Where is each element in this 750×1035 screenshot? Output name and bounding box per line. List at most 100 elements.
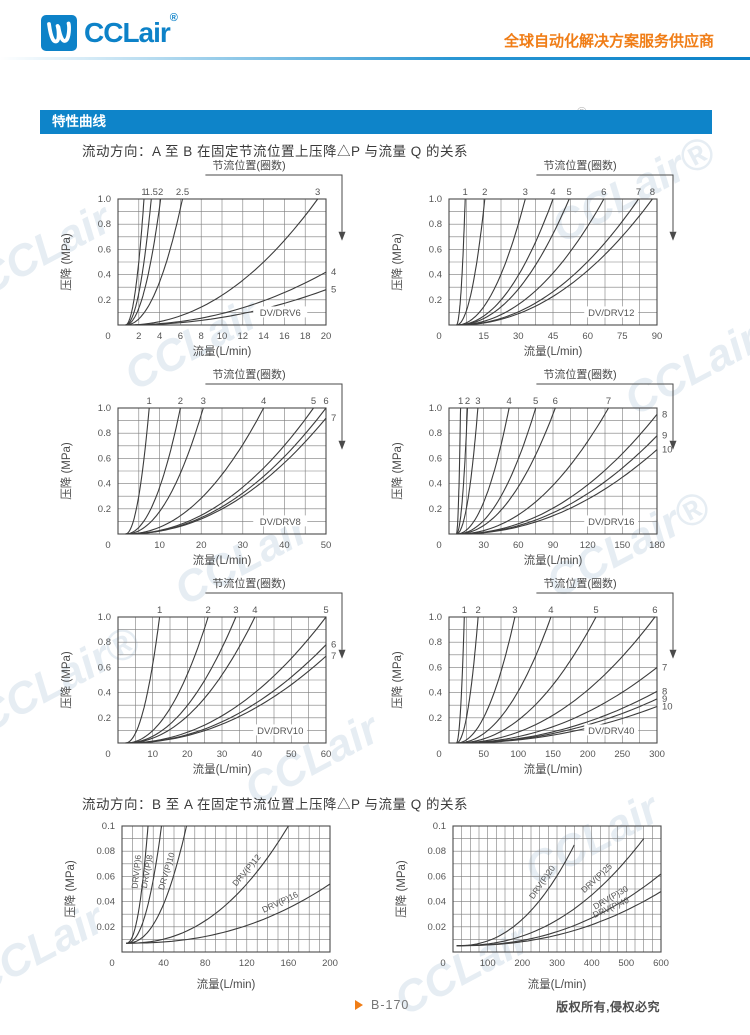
svg-text:1.0: 1.0 [429, 403, 442, 414]
svg-text:DRV(P)16: DRV(P)16 [260, 889, 299, 914]
svg-text:3: 3 [233, 605, 238, 616]
svg-text:40: 40 [251, 749, 262, 760]
svg-text:1: 1 [147, 396, 152, 407]
svg-text:7: 7 [331, 651, 336, 662]
svg-text:40: 40 [158, 958, 169, 969]
svg-text:16: 16 [279, 331, 290, 342]
svg-text:0.8: 0.8 [98, 637, 111, 648]
svg-text:50: 50 [286, 749, 297, 760]
svg-text:2: 2 [178, 396, 183, 407]
svg-text:14: 14 [258, 331, 269, 342]
section-title: 特性曲线 [52, 114, 106, 129]
svg-text:DV/DRV10: DV/DRV10 [257, 726, 303, 737]
svg-text:0.2: 0.2 [98, 504, 111, 515]
svg-text:0.2: 0.2 [429, 295, 442, 306]
svg-text:250: 250 [614, 749, 630, 760]
logo-registered-mark: ® [169, 12, 178, 24]
svg-text:0.8: 0.8 [98, 428, 111, 439]
svg-text:压降 (MPa): 压降 (MPa) [59, 233, 73, 291]
svg-text:0.2: 0.2 [98, 295, 111, 306]
svg-text:DV/DRV16: DV/DRV16 [588, 517, 634, 528]
svg-text:10: 10 [217, 331, 228, 342]
page-marker-icon [355, 1000, 363, 1010]
svg-text:5: 5 [331, 285, 336, 296]
svg-text:6: 6 [323, 396, 328, 407]
svg-text:0: 0 [436, 749, 441, 760]
svg-text:0.2: 0.2 [429, 713, 442, 724]
svg-text:1.0: 1.0 [429, 612, 442, 623]
svg-text:0.08: 0.08 [97, 846, 116, 857]
chart-dv-drv6: 0 2 4 6 8 10 12 14 16 18 20 0.2 0.4 0.6 0.8 1.0 流量(L/min… [56, 155, 381, 364]
svg-text:0.02: 0.02 [428, 922, 447, 933]
svg-text:5: 5 [323, 605, 328, 616]
svg-text:0: 0 [440, 958, 445, 969]
svg-text:压降 (MPa): 压降 (MPa) [390, 442, 404, 500]
svg-text:4: 4 [506, 396, 511, 407]
svg-text:流量(L/min): 流量(L/min) [528, 977, 587, 991]
svg-text:0.4: 0.4 [98, 688, 111, 699]
svg-text:20: 20 [321, 331, 332, 342]
svg-text:流量(L/min): 流量(L/min) [524, 553, 583, 567]
svg-text:50: 50 [321, 540, 332, 551]
svg-text:200: 200 [514, 958, 530, 969]
header-divider [0, 57, 750, 60]
svg-text:80: 80 [200, 958, 211, 969]
svg-text:0.8: 0.8 [429, 428, 442, 439]
svg-text:6: 6 [331, 640, 336, 651]
svg-text:8: 8 [199, 331, 204, 342]
svg-text:300: 300 [649, 749, 665, 760]
svg-text:0.8: 0.8 [429, 219, 442, 230]
svg-text:0: 0 [105, 331, 110, 342]
svg-text:3: 3 [475, 396, 480, 407]
svg-text:5: 5 [533, 396, 538, 407]
svg-text:7: 7 [662, 662, 667, 673]
charts-row-1: 0 2 4 6 8 10 12 14 16 18 20 0.2 0.4 0.6 0.8 1.0 流量(L/min… [56, 155, 712, 364]
svg-text:0.8: 0.8 [98, 219, 111, 230]
svg-text:1.0: 1.0 [98, 403, 111, 414]
svg-text:1: 1 [463, 187, 468, 198]
header: CCLair ® [40, 12, 178, 57]
svg-text:0.4: 0.4 [429, 270, 442, 281]
svg-text:300: 300 [549, 958, 565, 969]
svg-text:0: 0 [105, 749, 110, 760]
svg-text:0.4: 0.4 [98, 270, 111, 281]
svg-text:60: 60 [582, 331, 593, 342]
svg-text:10: 10 [662, 702, 673, 713]
svg-text:30: 30 [513, 331, 524, 342]
svg-text:1: 1 [157, 605, 162, 616]
svg-text:2: 2 [205, 605, 210, 616]
svg-text:0.2: 0.2 [429, 504, 442, 515]
svg-text:4: 4 [157, 331, 162, 342]
svg-text:0.1: 0.1 [102, 821, 115, 832]
svg-text:90: 90 [548, 540, 559, 551]
svg-text:3: 3 [201, 396, 206, 407]
svg-text:流量(L/min): 流量(L/min) [193, 762, 252, 776]
svg-text:0: 0 [436, 540, 441, 551]
svg-text:1: 1 [141, 187, 146, 198]
svg-text:9: 9 [662, 694, 667, 705]
cclair-logo-text: CCLair [84, 17, 171, 48]
svg-text:0.1: 0.1 [433, 821, 446, 832]
svg-text:200: 200 [322, 958, 338, 969]
svg-text:50: 50 [478, 749, 489, 760]
svg-text:0.02: 0.02 [97, 922, 116, 933]
flow-direction-heading-a-to-b: 流动方向：A 至 B 在固定节流位置上压降△P 与流量 Q 的关系 [82, 144, 469, 159]
svg-text:压降 (MPa): 压降 (MPa) [394, 860, 408, 918]
svg-text:8: 8 [650, 187, 655, 198]
svg-text:40: 40 [279, 540, 290, 551]
svg-text:压降 (MPa): 压降 (MPa) [59, 442, 73, 500]
svg-text:节流位置(圈数): 节流位置(圈数) [212, 576, 285, 590]
svg-text:2: 2 [158, 187, 163, 198]
svg-text:2: 2 [465, 396, 470, 407]
svg-text:1.0: 1.0 [98, 194, 111, 205]
svg-text:180: 180 [649, 540, 665, 551]
svg-text:5: 5 [567, 187, 572, 198]
svg-text:0.04: 0.04 [97, 897, 116, 908]
svg-text:DV/DRV40: DV/DRV40 [588, 726, 634, 737]
chart-b-to-a-small-sizes: 0 40 80 120 160 200 0.02 0.04 0.06 0.08 0.1 流量(L/mi… [60, 810, 385, 997]
svg-text:1.0: 1.0 [98, 612, 111, 623]
svg-text:压降 (MPa): 压降 (MPa) [59, 651, 73, 709]
svg-text:节流位置(圈数): 节流位置(圈数) [543, 367, 616, 381]
svg-text:18: 18 [300, 331, 311, 342]
svg-text:1: 1 [458, 396, 463, 407]
